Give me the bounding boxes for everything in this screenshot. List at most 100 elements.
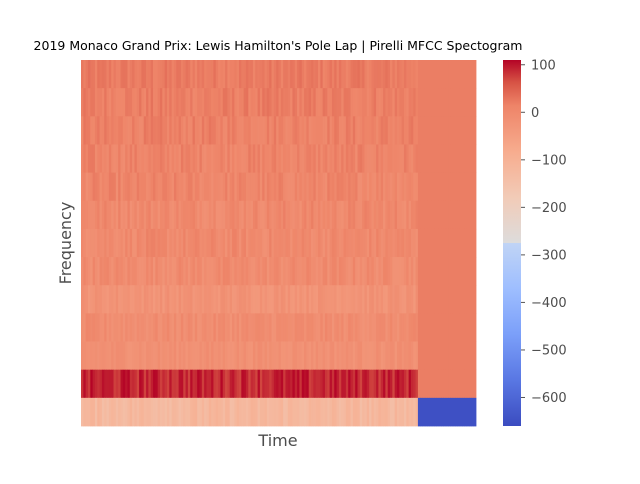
heatmap-cell bbox=[329, 172, 333, 202]
heatmap-cell bbox=[283, 228, 286, 258]
heatmap-cell bbox=[115, 313, 119, 342]
heatmap-cell bbox=[150, 60, 154, 89]
heatmap-cell bbox=[83, 369, 87, 399]
heatmap-cell bbox=[269, 397, 272, 427]
heatmap-cell bbox=[201, 172, 205, 202]
heatmap-cell bbox=[266, 60, 270, 89]
heatmap-cell bbox=[420, 369, 423, 399]
heatmap-cell bbox=[236, 144, 240, 174]
heatmap-cell bbox=[331, 369, 335, 399]
heatmap-cell bbox=[469, 200, 472, 230]
heatmap-cell bbox=[334, 60, 337, 89]
heatmap-cell bbox=[378, 144, 382, 174]
heatmap-cell bbox=[450, 397, 454, 427]
heatmap-cell bbox=[229, 228, 233, 258]
heatmap-cell bbox=[218, 88, 221, 117]
heatmap-cell bbox=[369, 285, 372, 314]
heatmap-row bbox=[81, 200, 477, 230]
heatmap-cell bbox=[252, 144, 256, 174]
heatmap-cell bbox=[204, 228, 207, 258]
heatmap-cell bbox=[99, 116, 103, 145]
heatmap-cell bbox=[236, 341, 240, 371]
heatmap-cell bbox=[155, 172, 159, 202]
heatmap-cell bbox=[81, 285, 84, 314]
heatmap-cell bbox=[285, 397, 289, 427]
heatmap-cell bbox=[280, 369, 284, 399]
heatmap-cell bbox=[338, 88, 342, 117]
heatmap-cell bbox=[390, 341, 393, 371]
heatmap-cell bbox=[376, 257, 379, 286]
heatmap-cell bbox=[153, 285, 156, 314]
heatmap-cell bbox=[81, 397, 84, 427]
heatmap-cell bbox=[422, 257, 426, 286]
heatmap-cell bbox=[329, 144, 333, 174]
heatmap-cell bbox=[327, 144, 331, 174]
heatmap-cell bbox=[90, 172, 94, 202]
heatmap-cell bbox=[459, 313, 463, 342]
heatmap-cell bbox=[350, 116, 354, 145]
heatmap-cell bbox=[322, 285, 326, 314]
heatmap-cell bbox=[378, 88, 382, 117]
heatmap-cell bbox=[257, 172, 261, 202]
heatmap-cell bbox=[443, 60, 447, 89]
heatmap-cell bbox=[315, 88, 319, 117]
heatmap-cell bbox=[462, 172, 465, 202]
heatmap-cell bbox=[271, 228, 275, 258]
heatmap-cell bbox=[420, 341, 423, 371]
heatmap-cell bbox=[241, 144, 245, 174]
heatmap-cell bbox=[85, 228, 89, 258]
heatmap-cell bbox=[252, 228, 256, 258]
heatmap-cell bbox=[364, 116, 368, 145]
heatmap-cell bbox=[287, 257, 291, 286]
heatmap-cell bbox=[364, 144, 368, 174]
heatmap-cell bbox=[413, 257, 416, 286]
heatmap-cell bbox=[208, 285, 212, 314]
heatmap-cell bbox=[87, 397, 91, 427]
heatmap-cell bbox=[399, 313, 403, 342]
heatmap-cell bbox=[236, 285, 240, 314]
heatmap-cell bbox=[206, 285, 210, 314]
heatmap-cell bbox=[176, 341, 179, 371]
heatmap-cell bbox=[408, 397, 412, 427]
heatmap-cell bbox=[118, 200, 121, 230]
heatmap-cell bbox=[331, 144, 335, 174]
heatmap-cell bbox=[176, 60, 179, 89]
heatmap-cell bbox=[227, 285, 231, 314]
heatmap-cell bbox=[343, 313, 347, 342]
heatmap-cell bbox=[392, 60, 396, 89]
heatmap-cell bbox=[331, 257, 335, 286]
heatmap-cell bbox=[338, 116, 342, 145]
heatmap-cell bbox=[436, 200, 440, 230]
heatmap-cell bbox=[129, 88, 133, 117]
heatmap-cell bbox=[234, 257, 238, 286]
heatmap-cell bbox=[422, 369, 426, 399]
heatmap-cell bbox=[264, 397, 268, 427]
heatmap-row bbox=[81, 116, 477, 145]
heatmap-cell bbox=[410, 257, 414, 286]
colorbar-tick-label: −200 bbox=[531, 201, 567, 216]
heatmap-cell bbox=[308, 116, 312, 145]
heatmap-cell bbox=[132, 88, 135, 117]
heatmap-cell bbox=[222, 200, 226, 230]
heatmap-cell bbox=[324, 397, 328, 427]
heatmap-cell bbox=[176, 257, 179, 286]
heatmap-cell bbox=[427, 369, 430, 399]
heatmap-cell bbox=[197, 257, 200, 286]
heatmap-cell bbox=[380, 60, 384, 89]
heatmap-cell bbox=[348, 172, 351, 202]
heatmap-cell bbox=[180, 369, 184, 399]
heatmap-cell bbox=[362, 285, 365, 314]
heatmap-cell bbox=[297, 397, 300, 427]
heatmap-cell bbox=[87, 285, 91, 314]
heatmap-cell bbox=[190, 313, 193, 342]
heatmap-cell bbox=[227, 60, 231, 89]
heatmap-cell bbox=[150, 200, 154, 230]
heatmap-cell bbox=[141, 313, 145, 342]
heatmap-cell bbox=[408, 369, 412, 399]
heatmap-cell bbox=[443, 285, 447, 314]
heatmap-cell bbox=[376, 144, 379, 174]
heatmap-cell bbox=[115, 228, 119, 258]
heatmap-cell bbox=[450, 200, 454, 230]
heatmap-cell bbox=[301, 313, 305, 342]
